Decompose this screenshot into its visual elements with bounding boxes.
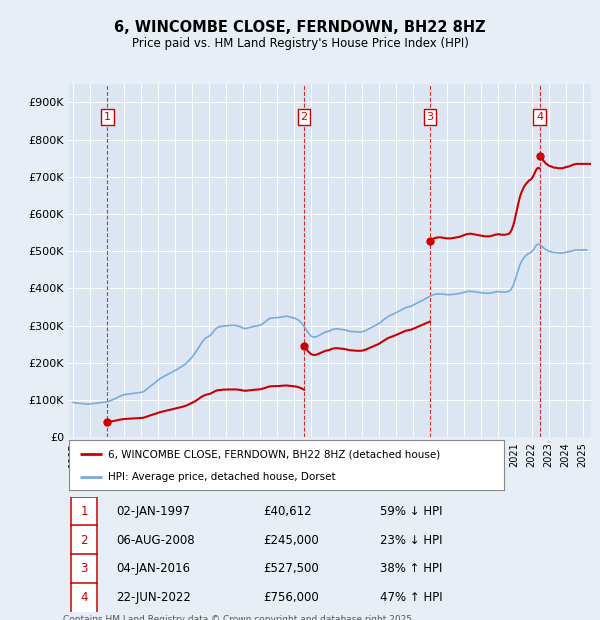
Text: £245,000: £245,000 xyxy=(263,534,319,547)
Text: 38% ↑ HPI: 38% ↑ HPI xyxy=(380,562,442,575)
Text: Price paid vs. HM Land Registry's House Price Index (HPI): Price paid vs. HM Land Registry's House … xyxy=(131,37,469,50)
Text: 1: 1 xyxy=(80,505,88,518)
Text: 04-JAN-2016: 04-JAN-2016 xyxy=(116,562,190,575)
Text: 2: 2 xyxy=(301,112,308,122)
Text: 4: 4 xyxy=(536,112,543,122)
FancyBboxPatch shape xyxy=(71,525,97,555)
Text: 22-JUN-2022: 22-JUN-2022 xyxy=(116,591,191,604)
Text: 4: 4 xyxy=(80,591,88,604)
Text: 3: 3 xyxy=(80,562,88,575)
FancyBboxPatch shape xyxy=(71,497,97,526)
Text: £527,500: £527,500 xyxy=(263,562,319,575)
Text: 1: 1 xyxy=(104,112,111,122)
Text: £40,612: £40,612 xyxy=(263,505,312,518)
FancyBboxPatch shape xyxy=(71,583,97,613)
Text: HPI: Average price, detached house, Dorset: HPI: Average price, detached house, Dors… xyxy=(108,472,336,482)
Text: 2: 2 xyxy=(80,534,88,547)
Text: 06-AUG-2008: 06-AUG-2008 xyxy=(116,534,194,547)
Text: 23% ↓ HPI: 23% ↓ HPI xyxy=(380,534,442,547)
FancyBboxPatch shape xyxy=(71,554,97,584)
Text: Contains HM Land Registry data © Crown copyright and database right 2025.
This d: Contains HM Land Registry data © Crown c… xyxy=(63,615,415,620)
Text: 3: 3 xyxy=(427,112,433,122)
Text: 6, WINCOMBE CLOSE, FERNDOWN, BH22 8HZ: 6, WINCOMBE CLOSE, FERNDOWN, BH22 8HZ xyxy=(114,20,486,35)
Text: 47% ↑ HPI: 47% ↑ HPI xyxy=(380,591,442,604)
Text: 6, WINCOMBE CLOSE, FERNDOWN, BH22 8HZ (detached house): 6, WINCOMBE CLOSE, FERNDOWN, BH22 8HZ (d… xyxy=(108,449,440,459)
Text: £756,000: £756,000 xyxy=(263,591,319,604)
Text: 59% ↓ HPI: 59% ↓ HPI xyxy=(380,505,442,518)
Text: 02-JAN-1997: 02-JAN-1997 xyxy=(116,505,190,518)
